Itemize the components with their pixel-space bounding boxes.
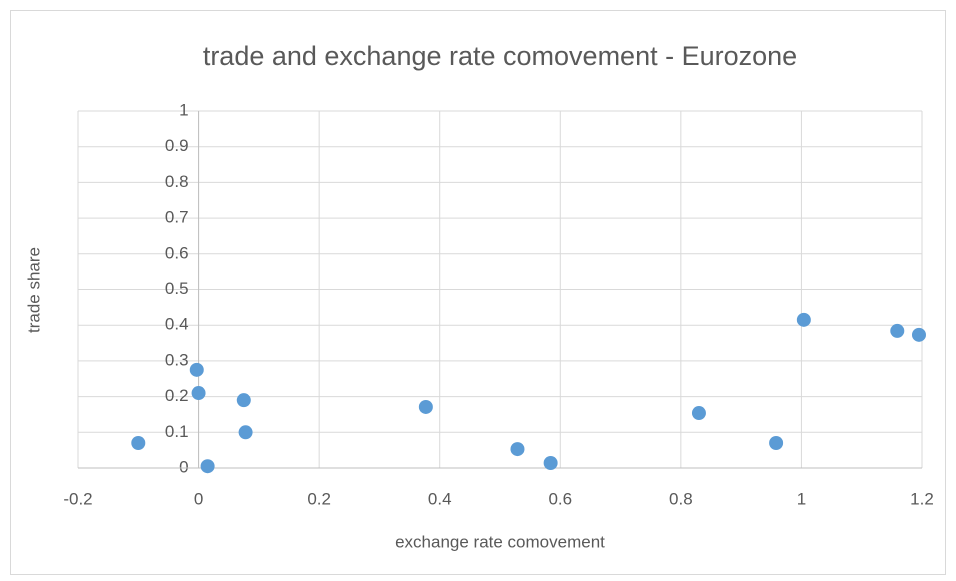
- point: [911, 327, 926, 342]
- y-axis-label: trade share: [24, 247, 43, 333]
- x-tick-label: 0: [194, 489, 203, 508]
- chart-frame: [10, 10, 946, 575]
- x-tick-label: 1: [797, 489, 806, 508]
- point: [238, 425, 253, 440]
- y-tick-label: 0.9: [165, 136, 189, 155]
- x-tick-label: 0.8: [669, 489, 693, 508]
- x-tick-label: 0.4: [428, 489, 452, 508]
- chart-title: trade and exchange rate comovement - Eur…: [203, 41, 797, 71]
- y-tick-label: 0.6: [165, 243, 189, 262]
- x-tick-label: -0.2: [63, 489, 92, 508]
- y-tick-label: 0.5: [165, 279, 189, 298]
- y-tick-label: 0.3: [165, 350, 189, 369]
- point: [510, 442, 525, 457]
- x-tick-label: 1.2: [910, 489, 934, 508]
- y-tick-label: 0.8: [165, 172, 189, 191]
- x-tick-label: 0.2: [307, 489, 331, 508]
- point: [131, 436, 146, 451]
- x-tick-label: 0.6: [548, 489, 572, 508]
- point: [418, 399, 433, 414]
- y-tick-label: 0.4: [165, 315, 189, 334]
- point: [691, 406, 706, 421]
- point: [200, 459, 215, 474]
- point: [769, 436, 784, 451]
- y-tick-label: 1: [179, 100, 188, 119]
- x-axis-label: exchange rate comovement: [395, 532, 605, 551]
- y-tick-label: 0.1: [165, 422, 189, 441]
- point: [189, 362, 204, 377]
- y-tick-label: 0.2: [165, 386, 189, 405]
- point: [191, 386, 206, 401]
- y-tick-label: 0: [179, 457, 188, 476]
- point: [890, 323, 905, 338]
- y-tick-label: 0.7: [165, 208, 189, 227]
- point: [796, 312, 811, 327]
- point: [543, 456, 558, 471]
- point: [236, 393, 251, 408]
